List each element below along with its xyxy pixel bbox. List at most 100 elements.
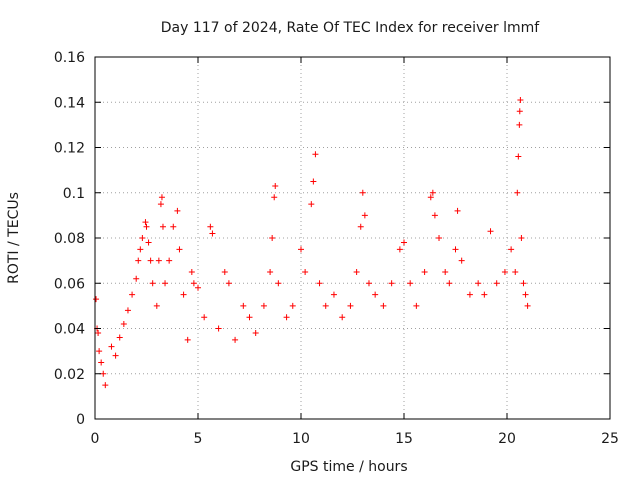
- y-tick-label: 0.1: [63, 186, 85, 202]
- data-point: [401, 239, 407, 246]
- y-tick-label: 0.04: [54, 322, 85, 338]
- data-point: [271, 194, 278, 201]
- y-tick-label: 0.16: [54, 50, 85, 66]
- data-point: [209, 230, 216, 237]
- data-point: [225, 280, 232, 287]
- data-point: [120, 320, 127, 327]
- y-tick-label: 0.08: [54, 231, 85, 247]
- data-point: [124, 307, 131, 314]
- data-point: [95, 330, 102, 337]
- data-point: [466, 291, 473, 298]
- data-point: [147, 257, 154, 264]
- data-point: [518, 235, 525, 241]
- data-point: [322, 302, 329, 309]
- x-tick-label: 20: [498, 431, 516, 447]
- data-point: [96, 348, 103, 355]
- data-point: [143, 223, 150, 230]
- data-point: [365, 280, 372, 287]
- data-point: [176, 246, 183, 253]
- data-point: [353, 268, 360, 275]
- x-axis-label: GPS time / hours: [290, 459, 407, 475]
- y-tick-label: 0: [76, 412, 85, 428]
- data-point: [139, 235, 146, 241]
- data-point: [493, 280, 500, 287]
- data-point: [446, 280, 453, 287]
- data-point: [359, 189, 366, 196]
- data-point: [188, 268, 195, 275]
- data-point: [361, 212, 368, 219]
- data-point: [133, 275, 140, 282]
- data-point: [180, 291, 187, 298]
- data-point: [98, 359, 105, 366]
- data-point: [388, 280, 395, 287]
- data-point: [129, 291, 136, 298]
- data-point: [520, 280, 527, 287]
- data-point: [524, 302, 531, 309]
- data-point: [190, 280, 197, 287]
- data-point: [487, 228, 494, 235]
- data-point: [429, 189, 436, 196]
- data-point: [102, 382, 109, 389]
- data-point: [501, 268, 508, 275]
- data-point: [260, 302, 267, 309]
- data-point: [372, 291, 379, 298]
- data-point: [289, 302, 296, 309]
- data-point: [135, 257, 142, 264]
- data-point: [252, 330, 259, 337]
- data-point: [357, 223, 364, 230]
- y-tick-label: 0.12: [54, 141, 85, 157]
- data-point: [431, 212, 438, 219]
- data-point: [516, 121, 523, 128]
- data-point: [452, 246, 459, 253]
- data-point: [184, 336, 191, 343]
- data-point: [298, 246, 304, 253]
- x-tick-label: 15: [395, 431, 413, 447]
- data-point: [475, 280, 482, 287]
- data-point: [267, 268, 274, 275]
- data-point: [100, 370, 107, 377]
- data-point: [514, 189, 521, 196]
- data-point: [316, 280, 323, 287]
- data-point: [516, 108, 523, 115]
- data-point: [515, 153, 522, 160]
- data-point: [207, 223, 214, 230]
- data-point: [112, 352, 119, 359]
- data-point: [308, 201, 315, 208]
- data-point: [157, 201, 164, 208]
- data-point: [159, 223, 166, 230]
- data-point: [380, 302, 387, 309]
- data-point: [201, 314, 208, 321]
- data-point: [142, 219, 149, 226]
- y-axis-ticks: 0 0.02 0.04 0.06 0.08 0.1 0.12 0.14 0.16: [54, 50, 610, 428]
- data-point: [275, 280, 282, 287]
- data-point: [166, 257, 173, 264]
- data-point: [522, 291, 529, 298]
- data-point: [269, 235, 276, 241]
- data-point: [272, 182, 279, 189]
- data-point: [347, 302, 354, 309]
- x-tick-label: 10: [292, 431, 310, 447]
- data-point: [221, 268, 228, 275]
- y-tick-label: 0.06: [54, 276, 85, 292]
- data-point: [137, 246, 144, 253]
- data-point: [310, 178, 317, 185]
- data-point: [396, 246, 403, 253]
- data-point: [93, 296, 100, 303]
- data-point: [427, 194, 434, 201]
- data-point: [240, 302, 247, 309]
- y-tick-label: 0.02: [54, 367, 85, 383]
- x-axis-ticks: 0 5 10 15 20 25: [91, 57, 619, 447]
- data-point: [108, 343, 115, 350]
- data-point: [170, 223, 177, 230]
- data-point: [312, 151, 319, 158]
- data-point: [517, 96, 524, 103]
- data-point: [458, 257, 465, 264]
- data-point: [330, 291, 337, 298]
- x-tick-label: 0: [91, 431, 100, 447]
- data-point: [339, 314, 346, 321]
- data-point: [407, 280, 414, 287]
- data-point: [174, 207, 181, 214]
- x-tick-label: 5: [194, 431, 203, 447]
